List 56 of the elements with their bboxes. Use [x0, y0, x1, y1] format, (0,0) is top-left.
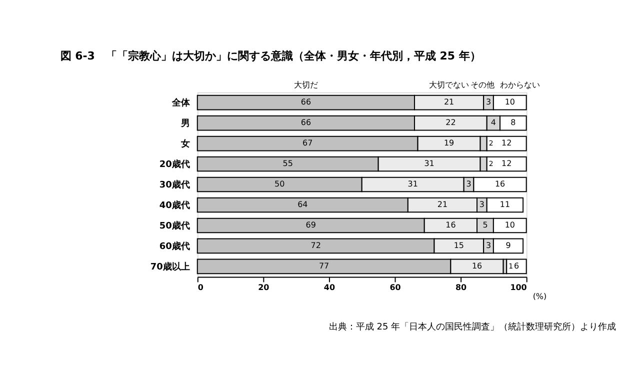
data-label: 21: [437, 200, 448, 209]
data-label: 3: [466, 180, 472, 188]
data-label: 67: [302, 138, 313, 148]
series-label: 大切だ: [294, 80, 318, 90]
x-axis-title: (%): [532, 292, 547, 302]
y-tick-label: 男: [180, 118, 190, 130]
y-tick-label: 60歳代: [159, 240, 190, 252]
x-tick-label: 20: [258, 283, 270, 292]
data-label: 21: [444, 98, 454, 107]
data-label: 66: [300, 98, 312, 107]
data-label: 50: [274, 180, 285, 188]
data-label: 12: [502, 159, 512, 168]
data-label: 3: [486, 98, 492, 107]
data-label: 5: [482, 220, 488, 230]
series-label: 大切でない: [429, 80, 470, 90]
data-label: 66: [300, 118, 312, 128]
data-label: 10: [504, 220, 515, 230]
source-note: 出典：平成 25 年「日本人の国民性調査」（統計数理研究所）より作成: [328, 322, 616, 333]
data-label: 8: [510, 118, 516, 128]
x-tick-label: 100: [510, 283, 528, 292]
data-label: 77: [318, 261, 330, 270]
data-label: 72: [310, 240, 321, 250]
data-label: 15: [454, 240, 464, 250]
y-tick-label: 全体: [170, 98, 191, 109]
data-label: 22: [446, 118, 456, 128]
y-tick-label: 女: [180, 138, 190, 150]
x-tick-label: 80: [456, 283, 468, 292]
data-label: 31: [408, 180, 418, 188]
data-label: 6: [514, 261, 520, 270]
series-label: わからない: [500, 80, 540, 90]
series-label: その他: [470, 80, 495, 90]
data-label: 16: [472, 261, 482, 270]
data-label: 12: [502, 138, 512, 148]
data-label: 16: [446, 220, 456, 230]
data-label: 69: [306, 220, 316, 230]
data-label: 64: [298, 200, 308, 209]
data-label: 3: [486, 240, 492, 250]
x-tick-label: 60: [390, 283, 402, 292]
y-tick-label: 50歳代: [159, 220, 190, 232]
x-tick-label: 40: [324, 283, 336, 292]
data-label: 9: [506, 240, 511, 250]
data-label: 10: [504, 98, 515, 107]
y-tick-label: 30歳代: [159, 179, 190, 190]
y-tick-label: 40歳代: [159, 200, 190, 211]
x-tick-label: 0: [198, 283, 204, 292]
y-tick-label: 20歳代: [159, 159, 190, 170]
data-label: 3: [479, 200, 484, 209]
data-label: 16: [494, 180, 506, 188]
data-label: 4: [490, 118, 496, 128]
y-tick-label: 70歳以上: [150, 261, 190, 272]
data-label: 55: [282, 159, 293, 168]
bar: [506, 258, 527, 274]
chart-title: 図 6-3 「「宗教心」は大切か」に関する意識（全体・男女・年代別，平成 25 年）: [60, 50, 481, 63]
data-label: 11: [500, 200, 510, 209]
data-label: 31: [424, 159, 434, 168]
data-label: 19: [444, 138, 454, 148]
